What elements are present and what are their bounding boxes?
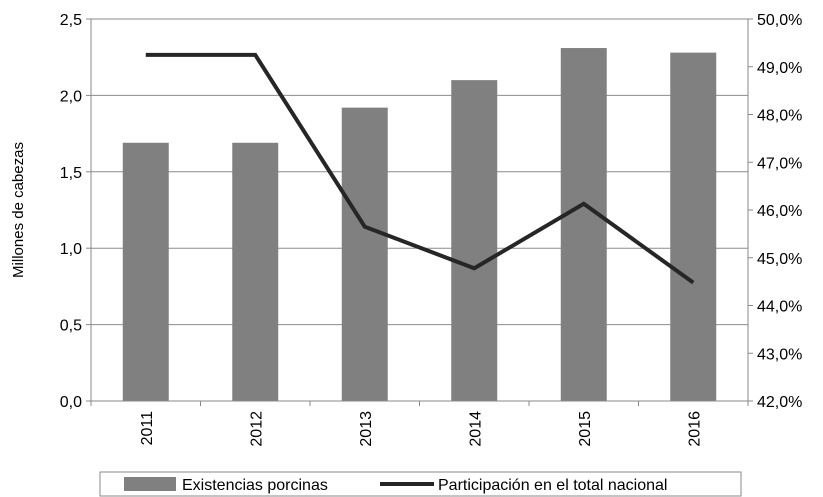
bar [670,52,717,402]
left-tick-label: 1,5 [60,165,82,182]
bar-series [122,48,717,402]
bar [341,107,388,402]
x-tick-label: 2015 [577,411,594,447]
y-axis-label: Millones de cabezas [10,142,27,278]
left-tick-label: 0,5 [60,318,82,335]
gridlines [91,94,748,326]
left-tick-label: 2,0 [60,88,82,105]
x-axis-ticks: 2011 2012 2013 2014 2015 2016 [90,401,749,447]
right-axis-ticks: 42,0% 43,0% 44,0% 45,0% 46,0% 47,0% 48,0% 49,0%… [748,12,802,411]
bar [451,80,498,402]
right-tick-label: 44,0% [757,299,802,316]
right-tick-label: 43,0% [757,346,802,363]
right-tick-label: 45,0% [757,251,802,268]
legend-label-line: Participación en el total nacional [438,477,667,494]
left-tick-label: 2,5 [60,12,82,29]
left-tick-label: 0,0 [60,394,82,411]
legend-label-bar: Existencias porcinas [182,477,328,494]
right-tick-label: 46,0% [757,203,802,220]
x-tick-label: 2014 [467,411,484,447]
right-tick-label: 49,0% [757,60,802,77]
bar [122,142,169,401]
right-tick-label: 50,0% [757,12,802,29]
right-tick-label: 47,0% [757,155,802,172]
x-tick-label: 2016 [686,411,703,447]
legend: Existencias porcinas Participación en el… [99,471,742,497]
legend-swatch-bar [124,477,176,491]
line-series [145,52,695,285]
x-tick-label: 2013 [358,411,375,447]
left-axis-ticks: 0,0 0,5 1,0 1,5 2,0 2,5 [60,12,91,411]
legend-frame [99,471,742,497]
left-tick-label: 1,0 [60,241,82,258]
bar [560,48,607,401]
series-line [145,52,695,285]
bar [232,142,279,401]
x-tick-label: 2011 [139,411,156,446]
right-tick-label: 48,0% [757,108,802,125]
right-tick-label: 42,0% [757,394,802,411]
x-tick-label: 2012 [248,411,265,447]
